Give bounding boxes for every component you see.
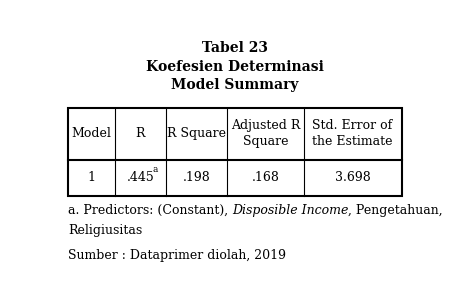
Text: R: R bbox=[136, 127, 145, 140]
Text: .168: .168 bbox=[251, 171, 279, 184]
Text: Std. Error of
the Estimate: Std. Error of the Estimate bbox=[312, 119, 393, 148]
Text: R Square: R Square bbox=[167, 127, 226, 140]
Text: Model Summary: Model Summary bbox=[171, 78, 299, 92]
Text: .445: .445 bbox=[126, 171, 154, 184]
Text: Koefesien Determinasi: Koefesien Determinasi bbox=[146, 60, 324, 74]
Text: Disposible Income: Disposible Income bbox=[232, 204, 349, 217]
Text: a. Predictors: (Constant),: a. Predictors: (Constant), bbox=[68, 204, 232, 217]
Text: 1: 1 bbox=[87, 171, 95, 184]
Text: Adjusted R
Square: Adjusted R Square bbox=[231, 119, 300, 148]
Text: , Pengetahuan,: , Pengetahuan, bbox=[349, 204, 443, 217]
Text: Model: Model bbox=[71, 127, 111, 140]
Text: Sumber : Dataprimer diolah, 2019: Sumber : Dataprimer diolah, 2019 bbox=[68, 249, 286, 262]
Text: a: a bbox=[153, 165, 158, 173]
Text: 3.698: 3.698 bbox=[335, 171, 371, 184]
Text: Tabel 23: Tabel 23 bbox=[202, 41, 268, 55]
Text: Religiusitas: Religiusitas bbox=[68, 224, 142, 237]
Text: .198: .198 bbox=[183, 171, 211, 184]
Bar bbox=[68, 108, 402, 196]
